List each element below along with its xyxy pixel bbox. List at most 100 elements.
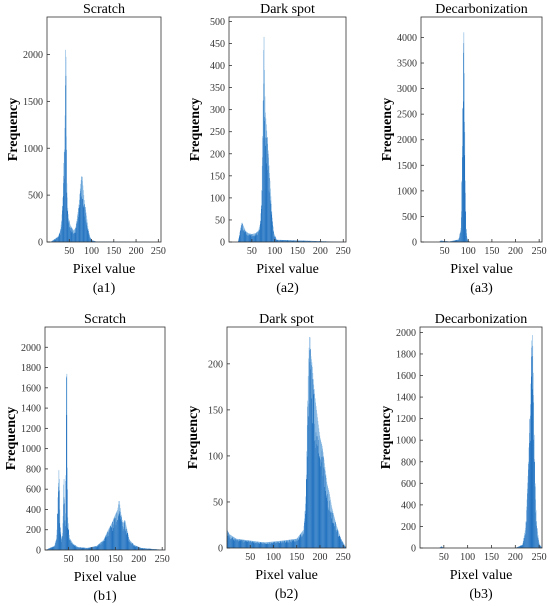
x-tick-label: 50 <box>440 246 450 257</box>
histogram-bar <box>125 531 126 550</box>
histogram-bar <box>522 544 523 548</box>
histogram-bar <box>60 527 61 550</box>
histogram-bar <box>261 544 263 548</box>
histogram-bar <box>275 542 277 548</box>
histogram-bar <box>524 538 525 548</box>
histogram-bar <box>112 528 114 550</box>
histogram-bar <box>96 546 98 550</box>
histogram-bar <box>239 235 241 242</box>
histogram-bar <box>88 547 89 550</box>
x-tick-label: 200 <box>313 246 328 257</box>
histogram-bar <box>294 240 296 242</box>
histogram-bar <box>58 491 59 550</box>
histogram-bar <box>90 547 91 550</box>
histogram-bar <box>108 532 110 550</box>
histogram-bar <box>95 546 97 550</box>
histogram-bar <box>111 527 112 550</box>
histogram-bar <box>441 240 442 242</box>
histogram-bar <box>314 241 315 242</box>
histogram-bar <box>72 233 74 242</box>
histogram-bar <box>241 539 242 548</box>
histogram-bar <box>99 543 100 550</box>
x-tick-label: 100 <box>84 246 99 257</box>
histogram-bar <box>296 240 298 242</box>
histogram-bars <box>227 336 347 548</box>
histogram-bar <box>299 534 301 548</box>
histogram-bar <box>252 236 253 242</box>
histogram-bar <box>263 544 264 548</box>
histogram-bar <box>333 525 335 548</box>
histogram-bar <box>67 527 68 550</box>
histogram-bar <box>136 546 137 550</box>
y-tick-label: 0 <box>412 238 417 249</box>
histogram-bar <box>77 547 78 550</box>
histogram-bar <box>292 240 293 242</box>
histogram-bar <box>49 548 50 550</box>
histogram-bar <box>536 525 537 548</box>
histogram-bar <box>278 542 279 548</box>
x-tick-label: 150 <box>484 552 499 563</box>
x-tick-label: 250 <box>336 552 351 563</box>
histogram-bar <box>232 537 234 548</box>
histogram-bar <box>442 241 443 242</box>
histogram-bar <box>69 227 71 242</box>
histogram-bar <box>255 234 256 242</box>
histogram-bar <box>301 240 302 242</box>
histogram-bar <box>259 229 261 242</box>
histogram-bar <box>457 240 458 242</box>
histogram-bar <box>340 539 342 548</box>
histogram-bars <box>438 32 471 242</box>
histogram-bar <box>338 536 340 548</box>
histogram-bar <box>153 549 154 550</box>
histogram-bar <box>97 546 98 550</box>
histogram-bar <box>300 537 302 548</box>
y-tick-label: 200 <box>210 149 225 160</box>
histogram-bar <box>328 509 330 548</box>
histogram-bar <box>317 436 318 548</box>
histogram-bar <box>238 238 240 242</box>
histogram-bar <box>55 540 57 550</box>
histogram-bar <box>79 204 80 242</box>
histogram-bar <box>285 240 287 242</box>
histogram-bar <box>527 493 528 548</box>
histogram-bar <box>332 522 334 548</box>
histogram-bar <box>454 240 455 242</box>
histogram-bar <box>80 197 82 242</box>
histogram-bar <box>312 241 314 242</box>
histogram-bar <box>462 157 463 242</box>
histogram-bar <box>260 543 262 548</box>
histogram-bar <box>74 232 75 242</box>
histogram-bar <box>268 166 269 242</box>
histogram-bar <box>284 540 285 548</box>
histogram-bar <box>455 240 457 242</box>
y-tick-label: 0 <box>220 238 225 249</box>
histogram-bar <box>240 540 241 548</box>
histogram-bar <box>80 190 81 242</box>
histogram-bar <box>73 233 75 242</box>
histogram-bar <box>329 511 331 548</box>
histogram-bar <box>132 543 133 550</box>
histogram-bar <box>84 216 85 242</box>
histogram-bar <box>134 545 136 550</box>
x-tick-label: 250 <box>532 246 547 257</box>
histogram-bar <box>284 540 286 548</box>
histogram-bar <box>291 240 292 242</box>
histogram-bar <box>117 520 119 550</box>
histogram-bar <box>528 463 529 548</box>
histogram-bar <box>116 521 117 550</box>
x-tick-label: 100 <box>84 554 99 565</box>
histogram-bar <box>104 538 105 550</box>
histogram-bar <box>276 240 278 242</box>
histogram-bar <box>260 542 261 548</box>
histogram-bar <box>90 239 92 242</box>
histogram-bar <box>251 542 253 548</box>
histogram-bar <box>130 542 131 550</box>
histogram-bar <box>235 539 237 548</box>
histogram-bar <box>308 240 310 242</box>
histogram-bar <box>339 535 340 548</box>
histogram-bar <box>271 220 273 242</box>
histogram-bar <box>93 547 95 550</box>
histogram-bar <box>87 228 88 242</box>
histogram-bar <box>305 510 306 548</box>
histogram-bar <box>303 240 304 242</box>
